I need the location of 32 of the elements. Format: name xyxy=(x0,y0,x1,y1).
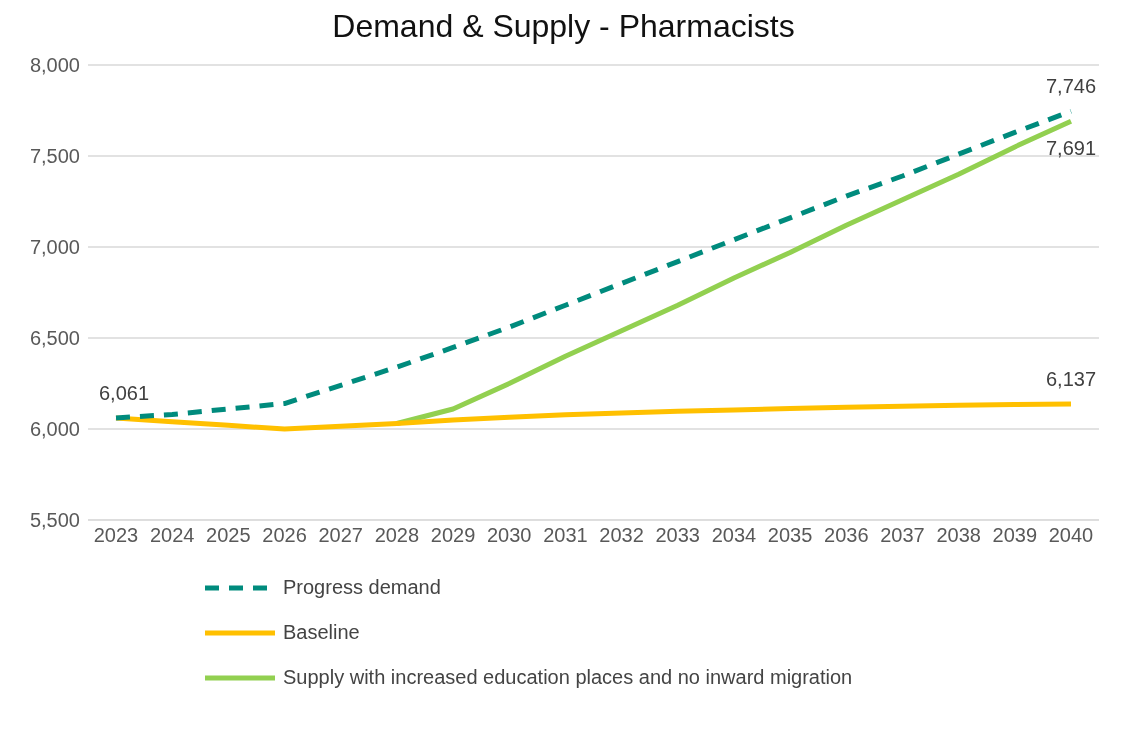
x-tick-label: 2031 xyxy=(543,524,588,547)
x-tick-label: 2036 xyxy=(824,524,869,547)
x-tick-label: 2039 xyxy=(992,524,1038,547)
x-tick-label: 2029 xyxy=(430,524,476,547)
x-tick-label: 2030 xyxy=(486,524,532,547)
x-tick-label: 2032 xyxy=(599,524,644,547)
y-tick-label: 8,000 xyxy=(29,54,80,77)
y-tick-label: 7,500 xyxy=(29,145,80,168)
y-tick-label: 6,500 xyxy=(29,327,80,350)
legend-label: Progress demand xyxy=(283,576,441,599)
x-tick-label: 2024 xyxy=(149,524,195,547)
y-tick-label: 7,000 xyxy=(29,236,80,259)
legend-label: Supply with increased education places and no inward migration xyxy=(283,666,853,689)
legend-label: Baseline xyxy=(283,621,360,644)
data-label: 7,691 xyxy=(1045,137,1097,160)
x-tick-label: 2035 xyxy=(767,524,813,547)
x-tick-label: 2025 xyxy=(206,524,251,547)
chart-title: Demand & Supply - Pharmacists xyxy=(331,8,796,45)
x-tick-label: 2028 xyxy=(374,524,420,547)
x-tick-label: 2033 xyxy=(655,524,701,547)
y-tick-label: 6,000 xyxy=(29,418,80,441)
x-tick-label: 2038 xyxy=(936,524,981,547)
x-tick-label: 2037 xyxy=(880,524,925,547)
x-tick-label: 2023 xyxy=(93,524,139,547)
data-label: 6,137 xyxy=(1045,368,1097,391)
x-tick-label: 2026 xyxy=(262,524,307,547)
x-tick-label: 2040 xyxy=(1048,524,1094,547)
x-tick-label: 2027 xyxy=(318,524,363,547)
data-label: 7,746 xyxy=(1045,75,1097,98)
x-tick-label: 2034 xyxy=(711,524,757,547)
data-label: 6,061 xyxy=(98,381,150,404)
y-tick-label: 5,500 xyxy=(29,509,80,532)
